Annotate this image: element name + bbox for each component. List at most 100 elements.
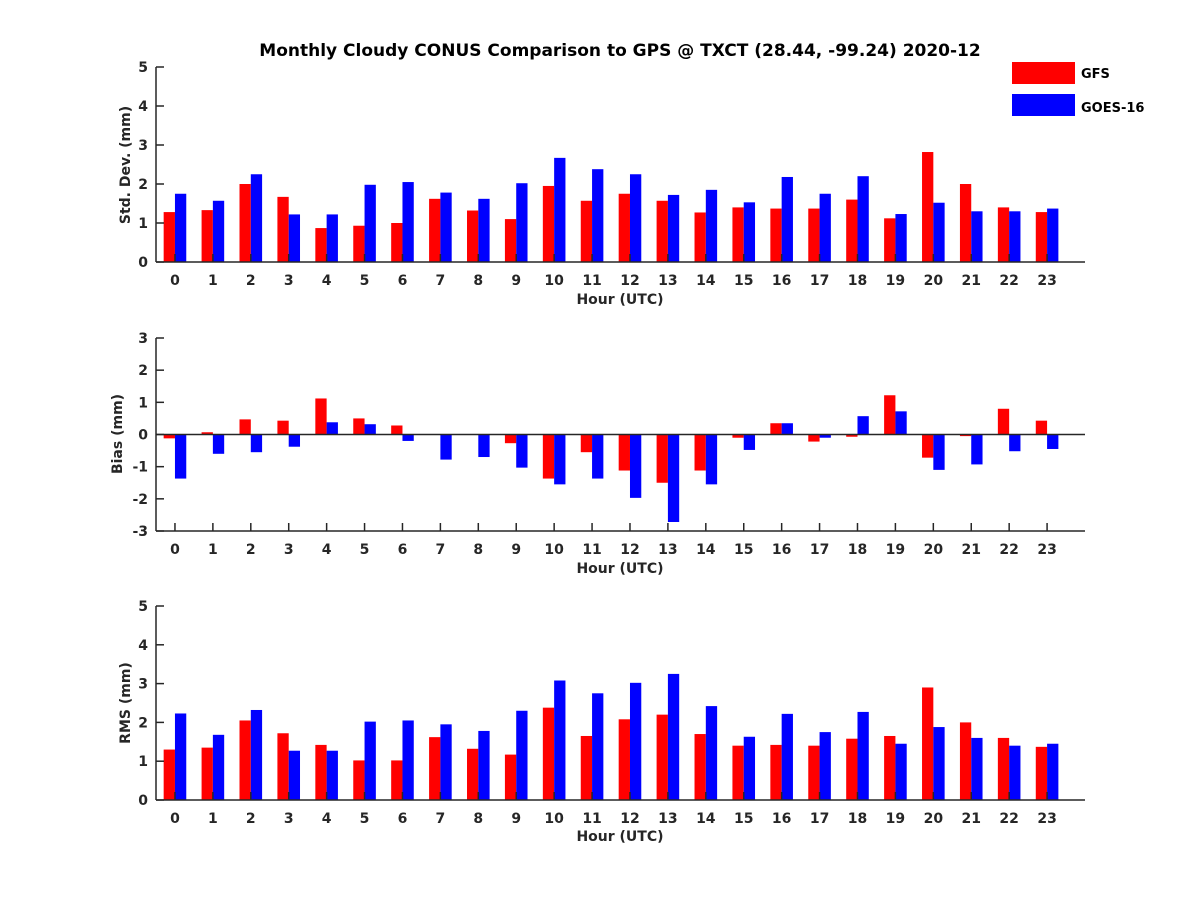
std-dev-x-tick-label: 8 [473, 273, 483, 289]
rms-bar-gfs-hour-13 [656, 714, 668, 800]
bias-x-tick-label: 7 [436, 542, 446, 558]
bias-bar-goes16-hour-19 [895, 411, 907, 435]
bias-bar-goes16-hour-4 [326, 422, 338, 435]
bias-bar-goes16-hour-9 [516, 434, 528, 468]
bias-x-tick-label: 21 [962, 542, 981, 558]
bias-x-tick-label: 6 [398, 542, 408, 558]
std-dev-bar-gfs-hour-5 [353, 225, 365, 262]
rms-y-axis-label: RMS (mm) [118, 662, 134, 744]
rms-x-tick-label: 3 [284, 811, 294, 827]
bias-x-tick-label: 11 [582, 542, 601, 558]
rms-bar-gfs-hour-8 [467, 748, 479, 800]
rms-bar-goes16-hour-2 [250, 709, 263, 800]
bias-x-tick-label: 15 [734, 542, 753, 558]
std-dev-bar-goes16-hour-4 [326, 214, 338, 262]
std-dev-bar-gfs-hour-18 [846, 199, 858, 262]
rms-bar-goes16-hour-16 [781, 713, 793, 800]
std-dev-bar-gfs-hour-1 [201, 210, 213, 262]
bias-x-tick-label: 19 [886, 542, 905, 558]
std-dev-x-tick-label: 19 [886, 273, 905, 289]
rms-bar-goes16-hour-20 [933, 727, 945, 800]
rms-x-tick-label: 14 [696, 811, 716, 827]
std-dev-bars [163, 152, 1059, 262]
rms-bar-goes16-hour-13 [667, 673, 680, 800]
std-dev-x-tick-label: 9 [511, 273, 521, 289]
rms-x-tick-label: 5 [360, 811, 370, 827]
bias-x-axis-label: Hour (UTC) [576, 561, 663, 577]
bias-bar-goes16-hour-14 [705, 434, 718, 485]
bias-bar-gfs-hour-22 [997, 408, 1010, 435]
bias-bar-goes16-hour-8 [478, 434, 490, 458]
rms-bar-gfs-hour-10 [542, 707, 555, 800]
rms-bar-goes16-hour-18 [857, 711, 869, 800]
bias-y-tick-label: -1 [132, 460, 148, 476]
bias-bar-goes16-hour-20 [933, 434, 945, 470]
std-dev-bar-gfs-hour-20 [922, 152, 934, 262]
legend-swatch-gfs [1012, 62, 1075, 84]
bias-bar-goes16-hour-21 [971, 434, 983, 465]
std-dev-x-tick-label: 22 [999, 273, 1018, 289]
bias-x-tick-label: 18 [848, 542, 867, 558]
std-dev-y-tick-label: 1 [138, 216, 148, 232]
bias-bar-gfs-hour-17 [808, 434, 820, 442]
std-dev-x-tick-label: 13 [658, 273, 677, 289]
rms-bar-gfs-hour-17 [808, 745, 820, 800]
rms-bar-goes16-hour-21 [971, 737, 983, 800]
rms-x-tick-label: 16 [772, 811, 791, 827]
rms-bar-goes16-hour-10 [554, 680, 566, 800]
rms-x-tick-label: 20 [924, 811, 944, 827]
std-dev-bar-gfs-hour-6 [391, 223, 403, 262]
rms-y-tick-label: 4 [138, 638, 148, 654]
rms-bar-gfs-hour-18 [846, 738, 858, 800]
rms-bar-goes16-hour-0 [174, 713, 187, 800]
bias-bar-gfs-hour-10 [542, 434, 555, 479]
std-dev-bar-goes16-hour-14 [705, 189, 718, 262]
std-dev-bar-gfs-hour-15 [732, 207, 744, 262]
rms-bar-gfs-hour-21 [959, 722, 972, 800]
bias-x-tick-label: 4 [322, 542, 332, 558]
rms-bar-goes16-hour-9 [516, 710, 528, 800]
bias-x-tick-label: 1 [208, 542, 218, 558]
bias-bar-goes16-hour-10 [554, 434, 566, 485]
rms-x-tick-label: 10 [544, 811, 564, 827]
std-dev-bar-gfs-hour-17 [808, 208, 820, 262]
bias-bar-gfs-hour-3 [277, 420, 289, 435]
std-dev-bar-goes16-hour-10 [554, 157, 566, 262]
rms-x-tick-label: 7 [436, 811, 446, 827]
rms-bar-goes16-hour-17 [819, 732, 831, 800]
std-dev-y-tick-label: 3 [138, 138, 148, 154]
legend-label-goes16: GOES-16 [1081, 101, 1144, 116]
rms-bars [163, 673, 1059, 800]
rms-bar-goes16-hour-11 [592, 693, 604, 800]
std-dev-x-tick-label: 18 [848, 273, 867, 289]
bias-bars [163, 395, 1059, 522]
bias-bar-goes16-hour-3 [288, 434, 301, 447]
std-dev-bar-gfs-hour-8 [467, 210, 479, 262]
bias-x-tick-label: 20 [924, 542, 944, 558]
std-dev-bar-goes16-hour-22 [1009, 211, 1021, 262]
rms-bar-goes16-hour-7 [440, 724, 452, 800]
rms-y-tick-label: 2 [138, 715, 148, 731]
std-dev-bar-gfs-hour-23 [1035, 212, 1048, 262]
bias-bar-goes16-hour-23 [1047, 434, 1059, 449]
chart-title: Monthly Cloudy CONUS Comparison to GPS @… [259, 41, 980, 61]
rms-bar-gfs-hour-23 [1035, 746, 1048, 800]
bias-x-tick-label: 8 [473, 542, 483, 558]
rms-bar-gfs-hour-7 [429, 737, 441, 800]
std-dev-bar-goes16-hour-0 [174, 193, 187, 262]
std-dev-x-tick-label: 5 [360, 273, 370, 289]
std-dev-x-tick-label: 4 [322, 273, 332, 289]
std-dev-x-tick-label: 15 [734, 273, 753, 289]
std-dev-bar-goes16-hour-17 [819, 193, 831, 262]
rms-bar-goes16-hour-23 [1047, 743, 1059, 800]
rms-bar-gfs-hour-15 [732, 745, 744, 800]
bias-bar-gfs-hour-13 [656, 434, 668, 483]
bias-bar-goes16-hour-5 [364, 424, 376, 435]
rms-x-tick-label: 2 [246, 811, 256, 827]
rms-x-tick-label: 22 [999, 811, 1018, 827]
rms-bar-goes16-hour-19 [895, 743, 907, 800]
bias-x-tick-label: 2 [246, 542, 256, 558]
std-dev-bar-goes16-hour-18 [857, 176, 869, 262]
